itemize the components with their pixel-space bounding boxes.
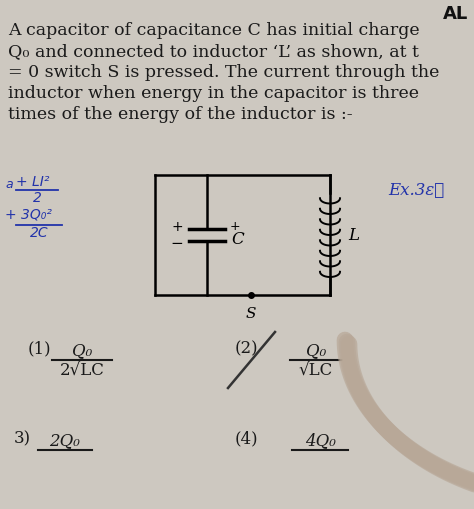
Text: L: L [348, 227, 359, 243]
Text: Q₀: Q₀ [306, 342, 326, 359]
Text: S: S [246, 307, 256, 321]
Text: +: + [172, 220, 183, 234]
Text: √LC: √LC [299, 363, 333, 380]
Text: + LI²: + LI² [16, 175, 49, 189]
Text: 2√LC: 2√LC [60, 363, 104, 380]
Text: + 3Q₀²: + 3Q₀² [5, 208, 52, 222]
Text: 2C: 2C [30, 226, 48, 240]
Text: 4Q₀: 4Q₀ [305, 432, 336, 449]
Text: 2: 2 [33, 191, 41, 205]
Text: Q₀ and connected to inductor ‘L’ as shown, at t: Q₀ and connected to inductor ‘L’ as show… [8, 43, 419, 60]
Text: A capacitor of capacitance C has initial charge: A capacitor of capacitance C has initial… [8, 22, 419, 39]
Text: +: + [229, 220, 240, 234]
Text: C: C [231, 231, 244, 247]
Text: times of the energy of the inductor is :-: times of the energy of the inductor is :… [8, 106, 353, 123]
Text: −: − [171, 236, 183, 250]
Text: a: a [5, 178, 13, 191]
Text: 2Q₀: 2Q₀ [50, 432, 81, 449]
Text: (4): (4) [235, 430, 259, 447]
Text: (1): (1) [28, 340, 52, 357]
Text: AL: AL [443, 5, 468, 23]
Text: inductor when energy in the capacitor is three: inductor when energy in the capacitor is… [8, 85, 419, 102]
Text: Q₀: Q₀ [72, 342, 92, 359]
Text: = 0 switch S is pressed. The current through the: = 0 switch S is pressed. The current thr… [8, 64, 439, 81]
Text: 3): 3) [14, 430, 31, 447]
Text: (2): (2) [235, 340, 259, 357]
Text: Ex.3εℓ: Ex.3εℓ [388, 182, 444, 199]
